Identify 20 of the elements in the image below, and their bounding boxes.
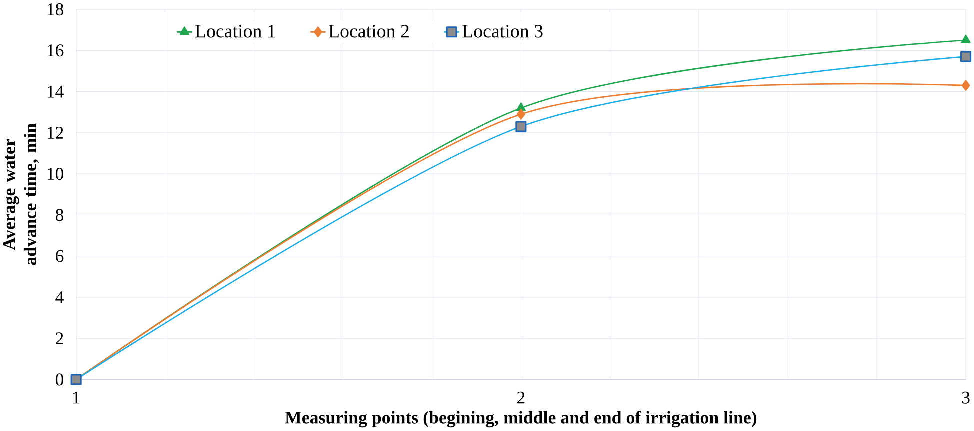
legend-label: Location 3 [462, 25, 543, 38]
y-tick-label: 6 [56, 250, 64, 262]
y-tick-label: 14 [48, 86, 64, 98]
y-tick-label: 10 [48, 168, 64, 180]
legend-label: Location 1 [195, 25, 276, 38]
x-tick-label: 3 [962, 392, 970, 404]
y-tick-label: 8 [56, 209, 64, 222]
point [516, 108, 526, 120]
point [962, 80, 970, 91]
y-tick-label: 18 [48, 3, 64, 16]
y-tick-label: 2 [56, 332, 64, 344]
x-tick-label: 1 [73, 392, 80, 404]
y-tick-label: 0 [56, 374, 64, 386]
y-tick-label: 16 [48, 44, 64, 57]
y-tick-label: 12 [48, 126, 64, 139]
y-axis-title: Average water advance time, min [4, 124, 40, 266]
x-axis-title: Measuring points (begining, middle and end of irrigation line) [285, 411, 757, 428]
x-tick-label: 2 [518, 392, 525, 404]
legend-label: Location 2 [329, 25, 409, 38]
y-tick-label: 4 [56, 292, 64, 304]
